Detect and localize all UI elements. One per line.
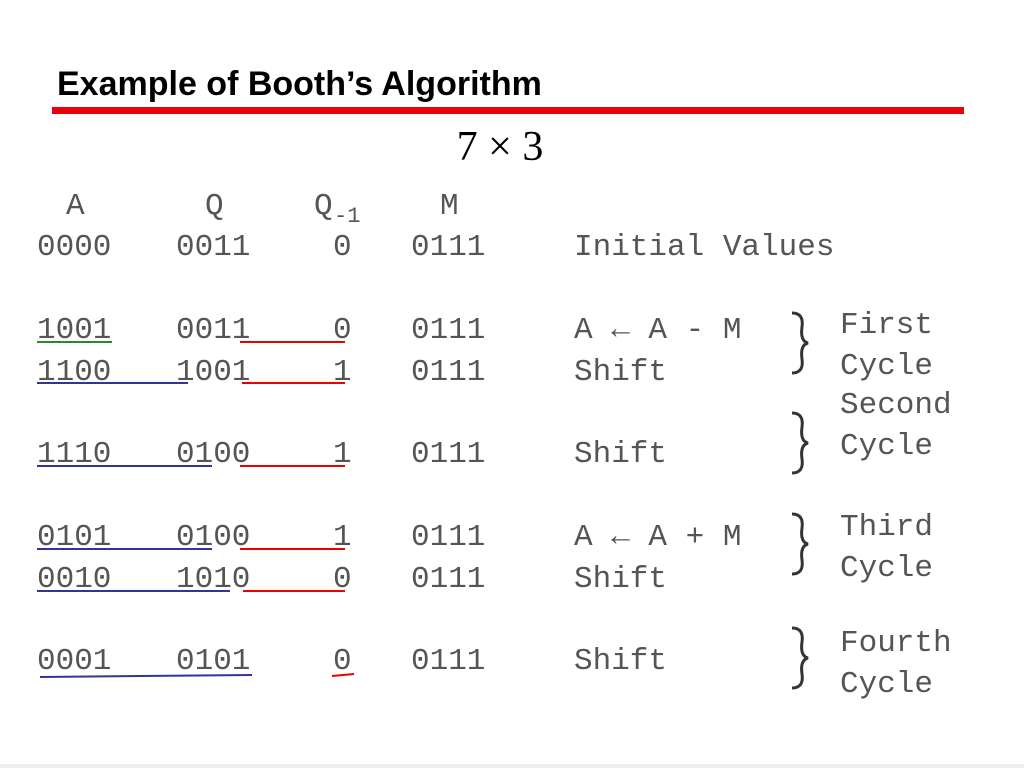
q1-value: 1	[333, 355, 352, 390]
q1-value: 0	[333, 644, 352, 679]
col-header: Q	[205, 189, 224, 224]
braces	[791, 311, 809, 690]
a-value: 0010	[37, 562, 111, 597]
m-value: 0111	[411, 437, 485, 472]
a-value: 0101	[37, 520, 111, 555]
cycle-label: Cycle	[840, 667, 933, 702]
q1-value: 1	[333, 520, 352, 555]
operation: Shift	[574, 644, 667, 679]
cycle-label: Cycle	[840, 429, 933, 464]
q1-value: 0	[333, 230, 352, 265]
operation: Shift	[574, 562, 667, 597]
q-value: 0100	[176, 437, 250, 472]
cycle-label: Third	[840, 510, 933, 545]
a-value: 0000	[37, 230, 111, 265]
col-subscript: -1	[334, 204, 360, 229]
cycle-label: Second	[840, 388, 952, 423]
operation: Initial Values	[574, 230, 834, 265]
col-header: M	[440, 189, 459, 224]
a-value: 1110	[37, 437, 111, 472]
cycle-label: Cycle	[840, 551, 933, 586]
operation: A ← A + M	[574, 520, 741, 555]
subtitle: 7 × 3	[457, 124, 544, 170]
col-header: Q	[314, 189, 333, 224]
col-header: A	[66, 189, 85, 224]
m-value: 0111	[411, 313, 485, 348]
cycle-label: First	[840, 308, 933, 343]
a-value: 1001	[37, 313, 111, 348]
q1-value: 0	[333, 562, 352, 597]
operation: Shift	[574, 437, 667, 472]
a-value: 0001	[37, 644, 111, 679]
cycle-label: Cycle	[840, 349, 933, 384]
operation: Shift	[574, 355, 667, 390]
a-value: 1100	[37, 355, 111, 390]
underlines	[37, 341, 355, 678]
title-rule	[52, 107, 964, 114]
m-value: 0111	[411, 644, 485, 679]
footer-bar	[0, 764, 1024, 768]
q1-value: 0	[333, 313, 352, 348]
m-value: 0111	[411, 520, 485, 555]
q-value: 0011	[176, 230, 250, 265]
m-value: 0111	[411, 562, 485, 597]
m-value: 0111	[411, 230, 485, 265]
slide-title: Example of Booth’s Algorithm	[57, 65, 542, 103]
q-value: 0100	[176, 520, 250, 555]
q-value: 0011	[176, 313, 250, 348]
q1-value: 1	[333, 437, 352, 472]
operation: A ← A - M	[574, 313, 741, 348]
q-value: 0101	[176, 644, 250, 679]
cycle-label: Fourth	[840, 626, 952, 661]
m-value: 0111	[411, 355, 485, 390]
q-value: 1010	[176, 562, 250, 597]
q-value: 1001	[176, 355, 250, 390]
